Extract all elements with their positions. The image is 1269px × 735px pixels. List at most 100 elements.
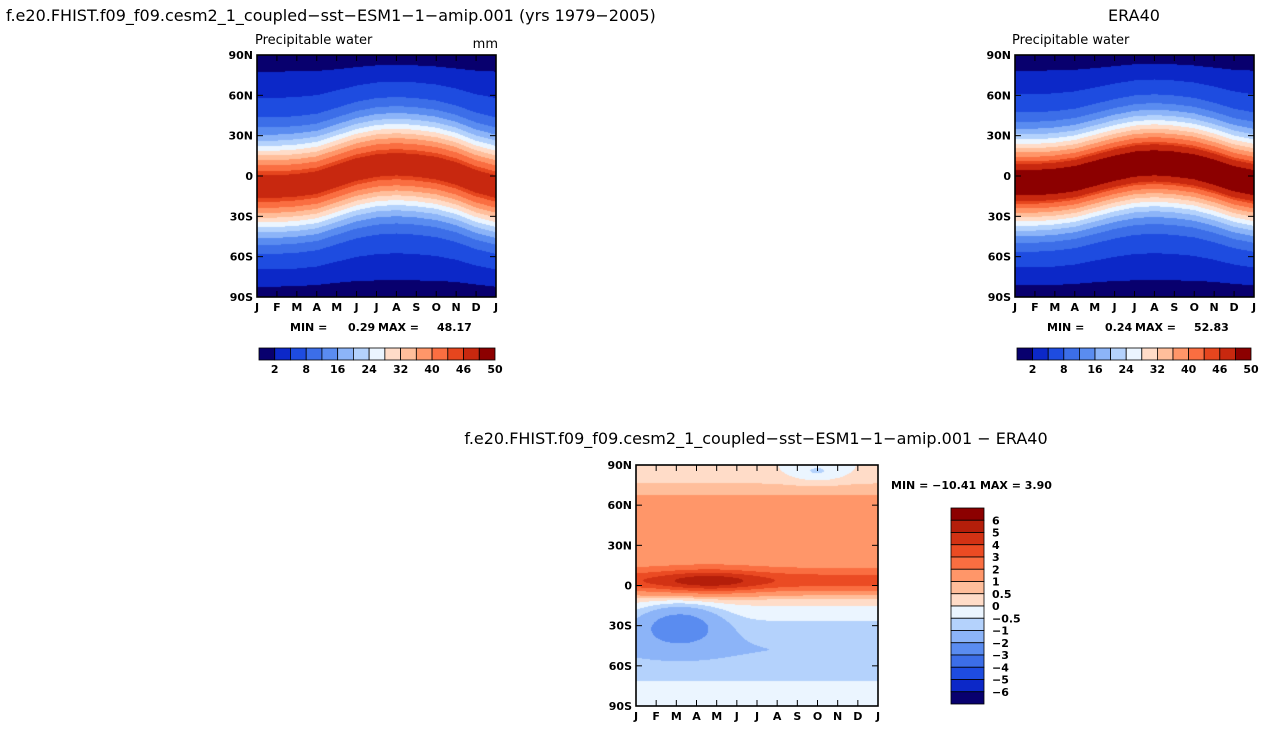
diff-colorbar-swatch [950,642,985,656]
model-max-label: MAX = [378,321,419,334]
era40-colorbar-swatch [1110,347,1127,361]
era40-y-tick-label: 0 [1003,170,1011,183]
diff-y-tick-label: 60N [607,499,632,512]
era40-colorbar-swatch [1016,347,1034,361]
diff-colorbar-label: 3 [992,551,1000,564]
diff-title: f.e20.FHIST.f09_f09.cesm2_1_coupled−sst−… [464,429,1047,449]
model-y-tick-label: 60S [230,251,253,264]
diff-colorbar-swatch [950,581,985,595]
model-variable-label: Precipitable water [255,33,373,48]
diff-x-tick-label: J [754,710,759,723]
era40-x-tick-label: J [1112,301,1117,314]
model-colorbar-swatch [352,347,370,361]
era40-y-tick-label: 30N [986,130,1011,143]
era40-colorbar-swatch [1063,347,1080,361]
model-colorbar-label: 46 [456,363,472,376]
era40-x-tick-label: J [1131,301,1136,314]
diff-colorbar-label: 5 [992,527,1000,540]
era40-x-tick-label: A [1150,301,1159,314]
era40-colorbar-swatch [1125,347,1143,361]
diff-colorbar-label: 0.5 [992,588,1012,601]
era40-colorbar-swatch [1094,347,1112,361]
model-y-tick-label: 0 [245,170,253,183]
model-colorbar-label: 40 [424,363,440,376]
model-x-tick-label: N [452,301,461,314]
era40-colorbar-swatch [1047,347,1065,361]
model-y-tick-label: 90N [228,49,253,62]
diff-colorbar-label: −6 [992,686,1009,699]
model-x-tick-label: F [273,301,281,314]
era40-x-tick-label: S [1170,301,1178,314]
diff-colorbar-label: 1 [992,576,1000,589]
era40-colorbar-label: 50 [1243,363,1259,376]
model-min-value: 0.29 [348,321,375,334]
diff-x-tick-label: J [734,710,739,723]
model-x-tick-label: D [472,301,481,314]
era40-y-tick-label: 90N [986,49,1011,62]
diff-colorbar-label: −4 [992,661,1009,674]
diff-colorbar-label: −1 [992,625,1009,638]
diff-x-tick-label: M [671,710,682,723]
era40-colorbar-swatch [1172,347,1190,361]
diff-x-tick-label: A [773,710,782,723]
diff-x-tick-label: M [711,710,722,723]
model-x-tick-label: M [291,301,302,314]
diff-colorbar-swatch [950,617,985,631]
model-x-tick-label: O [432,301,441,314]
diff-colorbar-swatch [950,556,985,570]
model-colorbar-swatch [368,347,386,361]
model-x-tick-label: J [354,301,359,314]
model-x-tick-label: M [331,301,342,314]
model-colorbar-swatch [400,347,417,361]
model-colorbar-label: 16 [330,363,346,376]
diff-colorbar-label: −0.5 [992,612,1021,625]
model-x-tick-label: J [254,301,259,314]
diff-colorbar-swatch [950,532,985,546]
diff-y-tick-label: 0 [624,580,632,593]
era40-x-tick-label: N [1210,301,1219,314]
era40-x-tick-label: M [1089,301,1100,314]
era40-colorbar-label: 32 [1150,363,1165,376]
model-x-tick-label: J [493,301,498,314]
diff-y-tick-label: 30N [607,539,632,552]
model-y-tick-label: 30S [230,210,253,223]
era40-title: ERA40 [1108,6,1160,25]
diff-colorbar-swatch [950,519,985,533]
diff-colorbar-swatch [950,544,985,558]
diff-x-tick-label: J [875,710,880,723]
model-y-tick-label: 30N [228,130,253,143]
diff-colorbar-swatch [950,666,985,680]
model-colorbar-swatch [274,347,291,361]
era40-variable-label: Precipitable water [1012,33,1130,48]
era40-min-label: MIN = [1047,321,1084,334]
diff-colorbar-label: −3 [992,649,1009,662]
diff-colorbar-swatch [950,605,985,619]
diff-colorbar-swatch [950,691,985,705]
model-max-value: 48.17 [437,321,472,334]
era40-colorbar-label: 24 [1119,363,1135,376]
era40-colorbar-label: 16 [1087,363,1103,376]
diff-colorbar-swatch [950,679,985,693]
diff-y-tick-label: 60S [609,660,632,673]
era40-x-tick-label: A [1070,301,1079,314]
era40-colorbar-swatch [1203,347,1221,361]
model-x-tick-label: J [373,301,378,314]
diff-stats: MIN = −10.41 MAX = 3.90 [891,479,1052,492]
era40-max-label: MAX = [1135,321,1176,334]
model-units-label: mm [473,37,498,52]
model-colorbar-swatch [290,347,307,361]
model-colorbar-label: 24 [361,363,377,376]
model-field [257,55,496,297]
diff-colorbar-label: 2 [992,563,1000,576]
diff-colorbar-label: 4 [992,539,1000,552]
model-y-tick-label: 90S [230,291,253,304]
model-title: f.e20.FHIST.f09_f09.cesm2_1_coupled−sst−… [6,6,656,26]
diff-y-tick-label: 90S [609,700,632,713]
diff-x-tick-label: A [692,710,701,723]
diff-colorbar-swatch [950,507,985,521]
era40-colorbar-swatch [1188,347,1205,361]
era40-colorbar-label: 8 [1060,363,1068,376]
era40-x-tick-label: F [1031,301,1039,314]
diff-colorbar-swatch [950,568,985,582]
